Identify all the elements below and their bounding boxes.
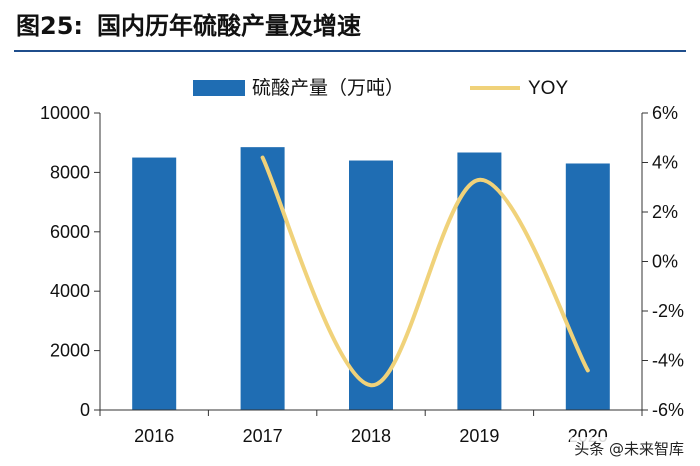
x-tick-label-2019: 2019: [459, 426, 499, 446]
y-left-tick-label: 6000: [50, 222, 90, 242]
bar-2018: [349, 160, 393, 410]
legend-line-label: YOY: [528, 78, 568, 99]
bar-series: [132, 147, 610, 410]
legend: 硫酸产量（万吨） YOY: [193, 77, 568, 99]
watermark: 头条 @未来智库: [570, 437, 688, 460]
y-right-tick-label: -2%: [652, 301, 684, 321]
x-tick-label-2018: 2018: [351, 426, 391, 446]
bar-2019: [457, 152, 502, 410]
y-right-tick-label: 6%: [652, 103, 678, 123]
y-right-tick-label: 2%: [652, 202, 678, 222]
y-left-tick-label: 2000: [50, 341, 90, 361]
y-right-tick-label: -4%: [652, 351, 684, 371]
y-right-tick-label: -6%: [652, 400, 684, 420]
y-right-tick-label: 0%: [652, 252, 678, 272]
y-left-tick-label: 0: [80, 400, 90, 420]
title-rule: [14, 50, 686, 52]
legend-bar-swatch: [193, 80, 245, 96]
x-tick-label-2017: 2017: [243, 426, 283, 446]
bar-2016: [132, 157, 177, 410]
bar-2017: [240, 147, 285, 410]
y-left-tick-label: 8000: [50, 162, 90, 182]
y-left-tick-label: 4000: [50, 281, 90, 301]
figure-title-text: 国内历年硫酸产量及增速: [97, 12, 361, 40]
y-left-tick-label: 10000: [40, 103, 90, 123]
bar-2020: [565, 163, 610, 410]
axes: 0 2000 4000 6000 8000 10000 -6% -4% -2% 0% 2% 4% 6% 2…: [40, 103, 684, 446]
figure-number: 图25:: [16, 12, 83, 40]
yoy-line: [260, 155, 590, 388]
line-series: [260, 155, 590, 388]
figure-title: 图25: 国内历年硫酸产量及增速: [16, 8, 361, 44]
y-right-tick-label: 4%: [652, 153, 678, 173]
legend-bar-label: 硫酸产量（万吨）: [252, 77, 404, 99]
x-tick-label-2016: 2016: [134, 426, 174, 446]
